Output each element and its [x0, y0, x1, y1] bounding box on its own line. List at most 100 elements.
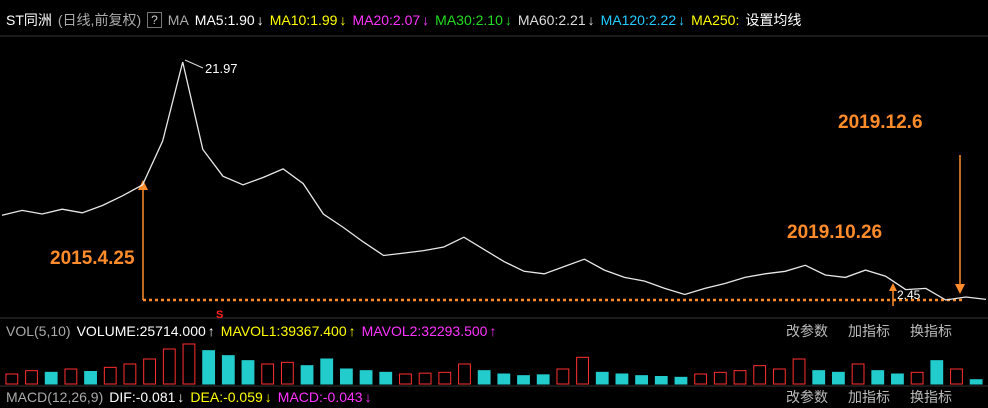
button-group: 改参数 加指标 换指标 — [786, 387, 958, 407]
trend-arrow: ↑ — [489, 323, 497, 339]
panel-button[interactable]: 换指标 — [910, 389, 952, 405]
volume-bar — [123, 363, 137, 385]
trend-arrow: ↓ — [504, 12, 512, 28]
trend-arrow: ↑ — [207, 323, 215, 339]
button-group: 改参数 加指标 换指标 — [786, 321, 958, 341]
volume-bar — [182, 343, 196, 385]
peak-pointer — [184, 59, 204, 69]
indicator-value: MAVOL1:39367.400 — [220, 323, 347, 339]
volume-bar — [674, 376, 688, 385]
indicator-value: MA250: — [691, 12, 740, 28]
volume-bar — [969, 379, 983, 385]
panel-button[interactable]: 改参数 — [786, 389, 828, 405]
help-button[interactable]: ? — [147, 12, 162, 28]
volume-bar — [25, 370, 38, 385]
ma-label: MA — [167, 12, 189, 28]
date-annotation: 2019.10.26 — [787, 222, 882, 243]
indicator-value: MA5:1.90 — [194, 12, 255, 28]
volume-bar — [300, 365, 314, 385]
volume-bar — [221, 355, 235, 385]
indicator-value: MA20:2.07 — [352, 12, 421, 28]
trend-arrow: ↓ — [587, 12, 595, 28]
trend-arrow: ↓ — [678, 12, 686, 28]
ma-settings[interactable]: 设置均线 — [745, 12, 802, 28]
indicator-value: MA30:2.10 — [435, 12, 503, 28]
peak-label: 21.97 — [205, 61, 238, 76]
volume-bar — [143, 358, 157, 385]
arrow-head — [955, 284, 965, 294]
volume-bar — [654, 376, 668, 385]
macd-header: MACD(12,26,9) DIF:-0.081 ↓ DEA:-0.059 ↓ MACD… — [6, 386, 988, 408]
volume-bar — [241, 360, 255, 385]
volume-bar — [556, 368, 570, 385]
volume-bar — [694, 373, 708, 385]
volume-bar — [359, 370, 373, 385]
indicator-value: MAVOL2:32293.500 — [361, 323, 488, 339]
volume-bar — [733, 370, 747, 385]
trend-arrow: ↓ — [264, 389, 272, 405]
arrow-head — [889, 283, 897, 291]
trend-arrow: ↓ — [339, 12, 347, 28]
volume-bar — [536, 374, 550, 385]
indicator-value: MA60:2.21 — [517, 12, 586, 28]
panel-button[interactable]: 加指标 — [848, 389, 890, 405]
volume-bar — [162, 348, 176, 385]
volume-bar — [635, 375, 649, 385]
adjust-mode: (日线,前复权) — [57, 12, 142, 28]
volume-header: VOL(5,10) VOLUME:25714.000 ↑ MAVOL1:39367.… — [6, 320, 988, 342]
volume-bar — [910, 371, 924, 385]
volume-bar — [44, 371, 58, 385]
volume-bar — [871, 370, 885, 385]
volume-bar — [320, 358, 334, 385]
indicator-value: DEA:-0.059 — [190, 389, 263, 405]
volume-bar — [772, 368, 786, 385]
signal-marker: S — [216, 309, 223, 321]
price-line — [1, 61, 987, 301]
panel-button[interactable]: 换指标 — [910, 323, 952, 339]
volume-bar — [615, 373, 629, 385]
volume-bar — [477, 370, 491, 385]
ma-header: ST同洲 (日线,前复权) ? MA MA5:1.90 ↓ MA10:1.99 ↓ MA… — [6, 9, 988, 31]
stock-name: ST同洲 — [6, 12, 52, 28]
volume-bar — [812, 370, 826, 385]
volume-bar — [497, 373, 511, 385]
volume-bar — [595, 371, 609, 385]
volume-label: VOL(5,10) — [6, 323, 71, 339]
panel-button[interactable]: 改参数 — [786, 323, 828, 339]
volume-bar — [84, 371, 97, 385]
volume-bar — [202, 350, 216, 385]
trend-arrow: ↓ — [256, 12, 264, 28]
volume-bar — [851, 363, 865, 385]
date-annotation: 2019.12.6 — [838, 112, 923, 133]
volume-bar — [713, 371, 727, 385]
volume-bar — [831, 371, 845, 385]
indicator-value: MA120:2.22 — [600, 12, 677, 28]
indicator-value: MA10:1.99 — [269, 12, 338, 28]
volume-bar — [458, 363, 471, 385]
volume-bar — [950, 368, 963, 385]
volume-bar — [5, 373, 19, 385]
trend-arrow: ↓ — [177, 389, 185, 405]
volume-bar — [891, 373, 904, 385]
volume-bar — [261, 363, 275, 385]
volume-bar — [418, 372, 432, 385]
volume-bar — [930, 360, 944, 385]
trend-arrow: ↓ — [364, 389, 372, 405]
date-annotation: 2015.4.25 — [50, 248, 135, 269]
volume-bar — [753, 365, 767, 385]
volume-bar — [339, 368, 353, 385]
volume-bar — [379, 371, 393, 385]
volume-bar — [576, 356, 589, 385]
trend-arrow: ↑ — [348, 323, 356, 339]
panel-button[interactable]: 加指标 — [848, 323, 890, 339]
indicator-value: MACD:-0.043 — [277, 389, 363, 405]
volume-bar — [64, 368, 78, 385]
volume-bar — [280, 361, 294, 385]
indicator-value: VOLUME:25714.000 — [76, 323, 206, 339]
indicator-value: DIF:-0.081 — [109, 389, 176, 405]
volume-bar — [438, 371, 452, 385]
volume-bar — [399, 373, 412, 385]
macd-label: MACD(12,26,9) — [6, 389, 104, 405]
